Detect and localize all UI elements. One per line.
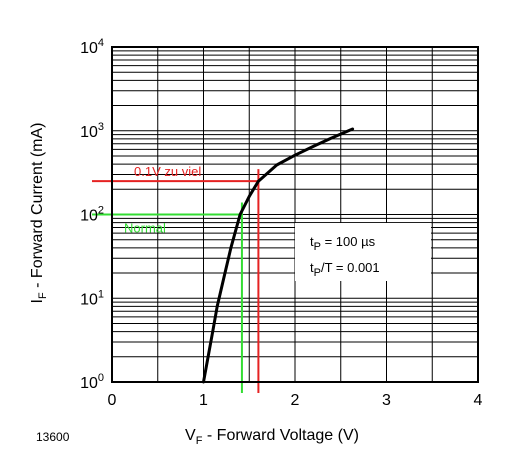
grid [112,47,478,382]
x-tick-label: 2 [291,392,300,409]
marker-label: 0.1V zu viel [134,164,201,179]
reference-markers: 0.1V zu viel Normal [92,164,260,393]
pulse-width-label: tP = 100 µs [310,234,376,253]
x-tick-label: 0 [108,392,117,409]
parameter-box [295,223,431,281]
x-tick-label: 4 [474,392,483,409]
y-tick-label: 100 [80,372,104,392]
marker-label: Normal [124,221,166,236]
y-axis-title: IF - Forward Current (mA) [29,123,49,304]
x-tick-label: 3 [382,392,391,409]
y-tick-label: 101 [80,288,104,308]
duty-cycle-label: tP/T = 0.001 [310,260,380,279]
y-tick-label: 102 [80,205,104,225]
forward-current-curve [202,127,355,384]
figure-number: 13600 [36,430,70,444]
plot-frame [111,46,479,383]
data-series [202,127,355,384]
y-tick-label: 103 [80,121,104,141]
y-tick-label: 104 [80,37,104,57]
y-tick-labels: 100 101 102 103 104 [80,37,104,392]
x-tick-label: 1 [199,392,208,409]
x-tick-labels: 0 1 2 3 4 [108,392,483,409]
x-axis-title: VF - Forward Voltage (V) [185,427,359,447]
